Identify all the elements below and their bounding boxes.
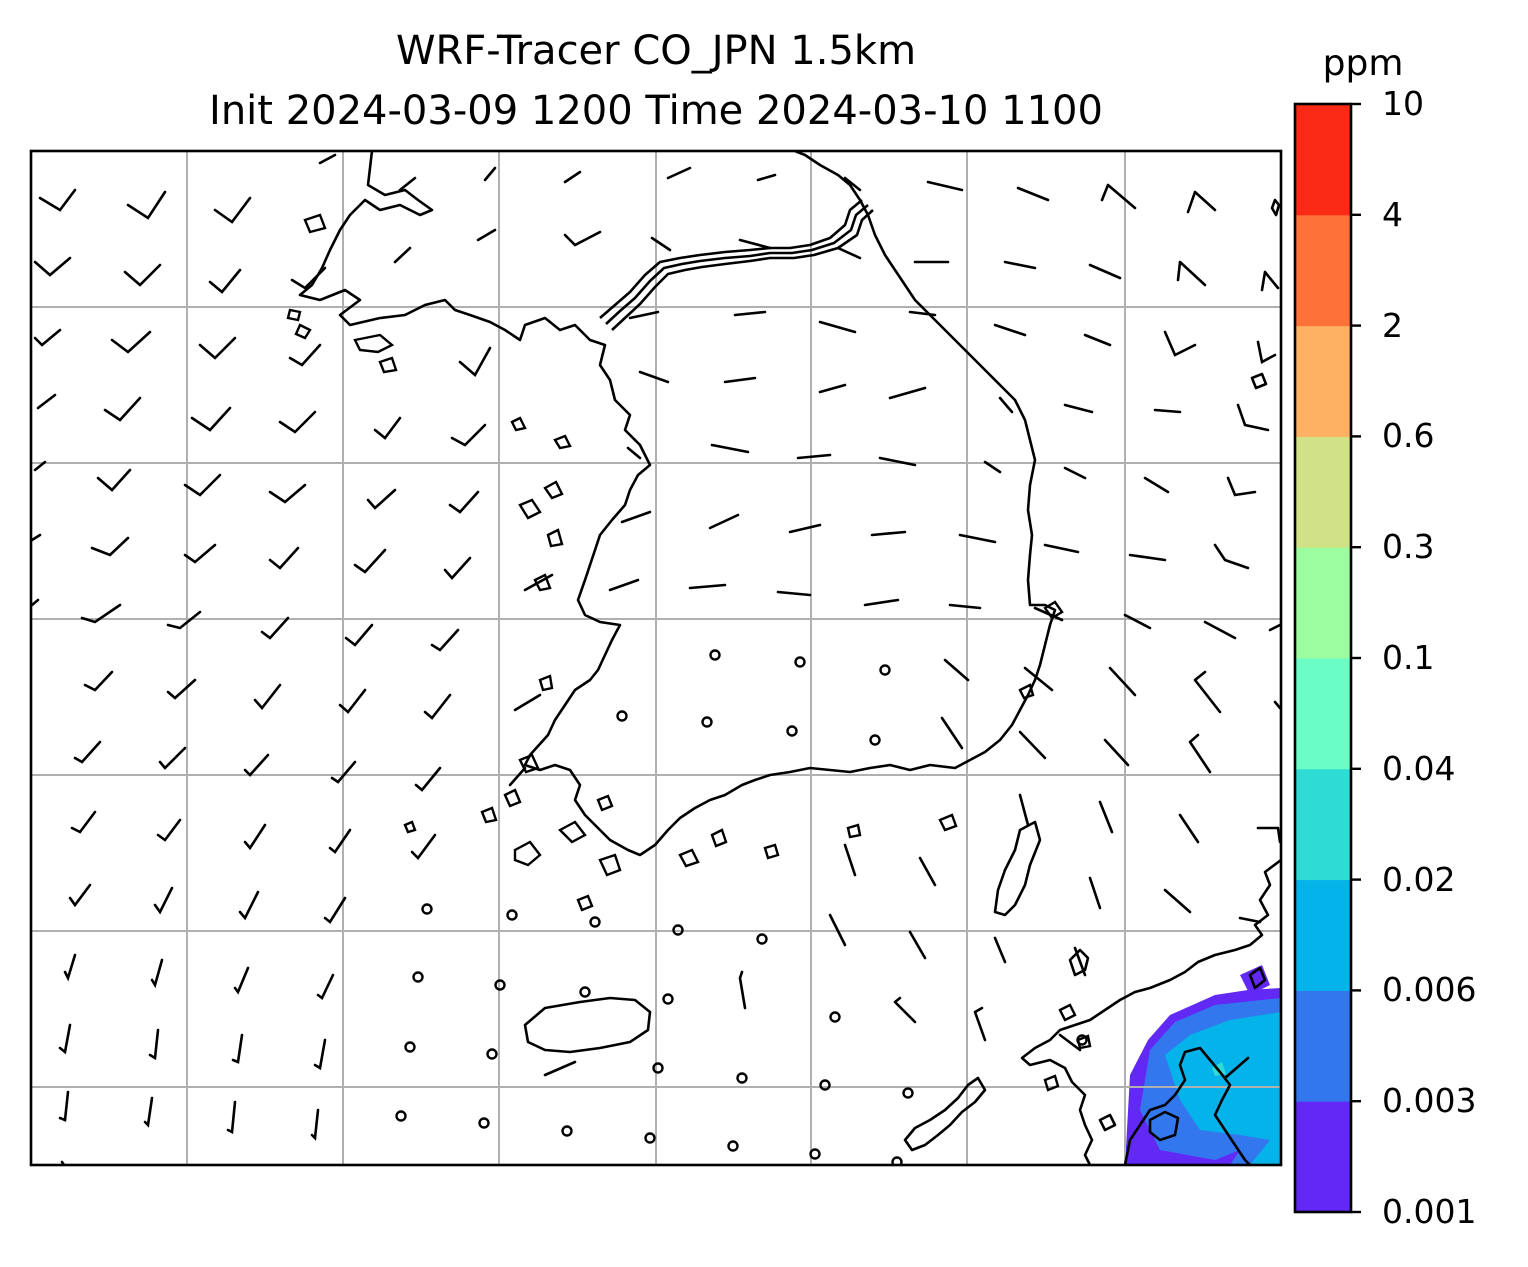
map-title-line-2: Init 2024-03-09 1200 Time 2024-03-10 110… — [209, 88, 1103, 134]
colorbar-tick-label: 10 — [1382, 84, 1424, 123]
colorbar-swatch — [1295, 658, 1351, 770]
colorbar-swatch — [1295, 990, 1351, 1102]
colorbar — [1293, 102, 1361, 1214]
wind-barbs — [31, 153, 1281, 1165]
colorbar-swatch — [1295, 1101, 1351, 1213]
map-gridlines — [31, 151, 1281, 1165]
colorbar-tick-label: 0.001 — [1382, 1192, 1477, 1231]
coastline-islands — [286, 213, 1092, 1092]
colorbar-tick-label: 0.04 — [1382, 748, 1456, 788]
colorbar-swatch — [1295, 436, 1351, 548]
colorbar-tick-label: 4 — [1382, 194, 1403, 234]
colorbar-tick-label: 2 — [1382, 305, 1403, 345]
map-frame — [29, 149, 1283, 1167]
colorbar-swatch — [1295, 325, 1351, 437]
map-title-line-1: WRF-Tracer CO_JPN 1.5km — [395, 28, 917, 74]
colorbar-swatch — [1295, 768, 1351, 881]
calm-wind-markers — [395, 649, 1088, 1165]
colorbar-tick-label: 0.6 — [1382, 416, 1435, 456]
colorbar-tick-label: 0.006 — [1382, 970, 1477, 1010]
colorbar-swatch — [1295, 879, 1351, 991]
colorbar-swatch — [1295, 547, 1351, 659]
colorbar-swatch — [1295, 104, 1351, 216]
colorbar-tick-label: 0.003 — [1382, 1081, 1477, 1121]
colorbar-unit-label: ppm — [1322, 43, 1404, 84]
colorbar-tick-label: 0.02 — [1382, 859, 1456, 899]
colorbar-tick-label: 0.1 — [1382, 638, 1435, 677]
coastline — [298, 151, 1281, 1165]
co-concentration-contours — [1125, 965, 1281, 1165]
colorbar-swatch — [1295, 214, 1351, 327]
colorbar-tick-label: 0.3 — [1382, 527, 1435, 567]
